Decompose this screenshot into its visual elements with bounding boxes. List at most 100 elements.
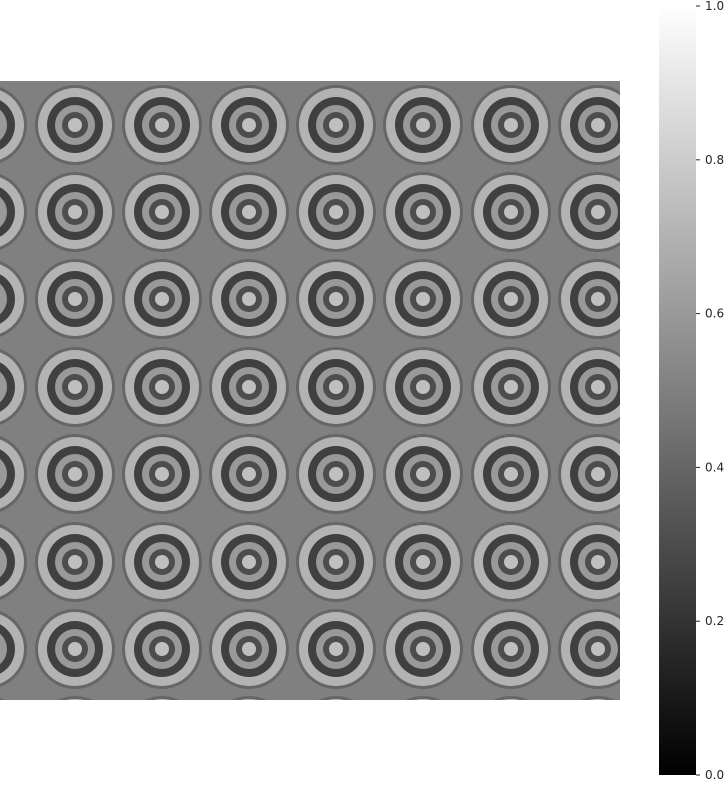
ring-band (221, 708, 277, 764)
ring-band (0, 362, 15, 412)
ring-band (483, 708, 539, 764)
ring-band (240, 699, 258, 700)
ring-band (416, 729, 430, 743)
ring-band (149, 723, 175, 749)
ring-band (329, 642, 343, 656)
ring-band (591, 380, 605, 394)
ring-tile (483, 696, 539, 764)
ring-band (0, 196, 7, 228)
ring-band (591, 555, 605, 569)
ring-tile (209, 347, 289, 427)
ring-band (327, 699, 345, 700)
ring-band (318, 696, 354, 700)
ring-band (155, 467, 169, 481)
ring-band (242, 292, 256, 306)
ring-band (68, 205, 82, 219)
ring-tile (558, 259, 620, 339)
ring-tile (0, 698, 7, 756)
ring-tile (296, 172, 376, 252)
ring-band (504, 380, 518, 394)
ring-band (62, 723, 88, 749)
ring-band (236, 723, 262, 749)
ring-band (47, 708, 103, 764)
ring-band (504, 642, 518, 656)
ring-tile (209, 609, 289, 689)
ring-band (155, 380, 169, 394)
ring-tile (0, 87, 27, 163)
ring-band (242, 642, 256, 656)
ring-tile (383, 522, 463, 602)
ring-tile (209, 259, 289, 339)
ring-band (155, 205, 169, 219)
ring-band (0, 716, 7, 756)
ring-tile (558, 522, 620, 602)
ring-band (329, 467, 343, 481)
ring-band (591, 118, 605, 132)
ring-tile (35, 347, 115, 427)
ring-band (416, 292, 430, 306)
ring-band (68, 292, 82, 306)
ring-band (591, 292, 605, 306)
ring-tile (558, 172, 620, 252)
ring-band (134, 708, 190, 764)
ring-band (155, 118, 169, 132)
ring-band (416, 118, 430, 132)
ring-tile (122, 259, 202, 339)
ring-band (414, 699, 432, 700)
ring-band (153, 699, 171, 700)
ring-band (0, 371, 7, 403)
ring-band (242, 555, 256, 569)
ring-band (0, 283, 7, 315)
ring-band (68, 467, 82, 481)
ring-band (55, 716, 95, 756)
colorbar-ticks: 0.0 0.2 0.4 0.6 0.8 1.0 (696, 0, 724, 782)
ring-tile (221, 696, 277, 764)
ring-tile (0, 349, 27, 425)
ring-band (155, 642, 169, 656)
ring-tile (383, 259, 463, 339)
ring-tile (471, 347, 551, 427)
ring-band (0, 537, 15, 587)
ring-tile (296, 522, 376, 602)
ring-band (68, 118, 82, 132)
ring-band (591, 642, 605, 656)
ring-band (144, 696, 180, 700)
ring-band (329, 555, 343, 569)
colorbar-tick-label: 0.4 (705, 460, 724, 474)
ring-band (504, 292, 518, 306)
ring-band (0, 546, 7, 578)
ring-band (155, 555, 169, 569)
ring-tile (122, 172, 202, 252)
ring-tile (471, 522, 551, 602)
ring-band (504, 555, 518, 569)
ring-tile (35, 172, 115, 252)
ring-band (504, 467, 518, 481)
ring-band (308, 708, 364, 764)
ring-tile (296, 85, 376, 165)
ring-band (491, 716, 531, 756)
ring-tile (0, 261, 27, 337)
ring-tile (403, 696, 443, 756)
ring-band (416, 467, 430, 481)
ring-tile (35, 434, 115, 514)
ring-band (0, 458, 7, 490)
ring-band (589, 699, 607, 700)
ring-band (403, 716, 443, 756)
ring-band (57, 696, 93, 700)
ring-tile (122, 347, 202, 427)
ring-band (0, 274, 15, 324)
ring-tile (47, 696, 103, 764)
ring-band (0, 100, 15, 150)
ring-band (416, 555, 430, 569)
colorbar-tick-label: 0.0 (705, 768, 724, 782)
ring-band (570, 708, 626, 764)
ring-band (0, 698, 5, 700)
ring-band (68, 729, 82, 743)
ring-tile (383, 609, 463, 689)
ring-tile (35, 522, 115, 602)
ring-band (155, 292, 169, 306)
ring-tile (296, 347, 376, 427)
heatmap-tiles (0, 85, 626, 764)
colorbar-tick-label: 0.8 (705, 153, 724, 167)
